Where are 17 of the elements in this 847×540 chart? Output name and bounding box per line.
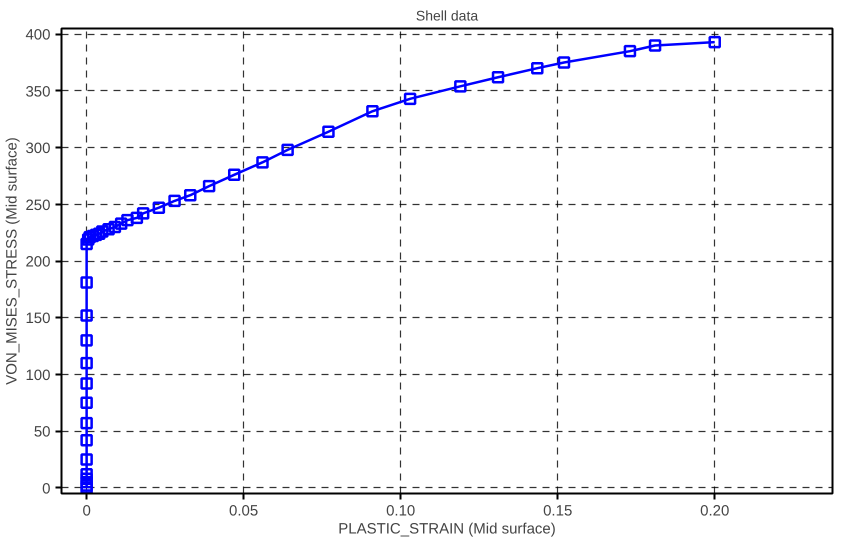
y-axis-title: VON_MISES_STRESS (Mid surface) (3, 137, 20, 385)
x-tick-label: 0 (82, 502, 91, 520)
y-tick-label: 50 (34, 424, 51, 441)
x-tick-label: 0.10 (386, 502, 416, 520)
y-tick-label: 100 (25, 366, 51, 384)
y-tick-label: 300 (25, 140, 51, 158)
chart-title: Shell data (416, 8, 478, 24)
y-tick-label: 0 (42, 480, 50, 498)
y-tick-label: 150 (25, 310, 51, 328)
x-tick-label: 0.05 (229, 502, 258, 520)
x-tick-label: 0.15 (543, 502, 572, 520)
y-tick-label: 350 (25, 83, 51, 100)
x-tick-label: 0.20 (700, 502, 730, 520)
x-axis-title: PLASTIC_STRAIN (Mid surface) (338, 520, 556, 538)
y-tick-label: 400 (25, 26, 51, 44)
y-tick-label: 200 (25, 254, 51, 270)
y-tick-label: 250 (25, 196, 51, 214)
